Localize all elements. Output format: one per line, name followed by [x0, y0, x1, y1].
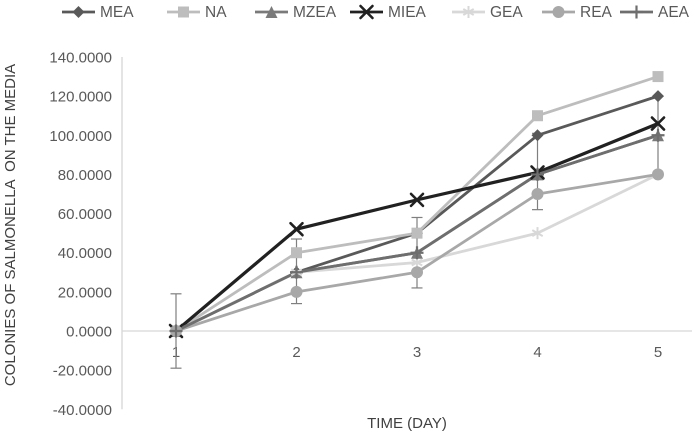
legend-label: MEA	[100, 4, 134, 21]
legend-item-gea: GEA	[452, 4, 523, 21]
asterisk-marker-icon	[462, 6, 475, 18]
y-axis-title: COLONIES OF SALMONELLA ON THE MEDIA	[2, 64, 19, 386]
y-tick-label: 60.0000	[58, 206, 112, 223]
x-tick-label: 4	[533, 344, 541, 361]
legend-item-mea: MEA	[62, 4, 134, 21]
legend-label: MIEA	[388, 4, 427, 21]
legend-item-miea: MIEA	[350, 4, 427, 21]
y-tick-label: 20.0000	[58, 284, 112, 301]
legend-item-aea: AEA	[620, 4, 690, 21]
legend-label: REA	[580, 4, 613, 21]
legend-item-na: NA	[167, 4, 227, 21]
x-marker-icon	[409, 192, 425, 208]
y-tick-label: 40.0000	[58, 245, 112, 262]
plus-marker-icon	[290, 265, 303, 279]
y-tick-label: 80.0000	[58, 167, 112, 184]
y-tick-label: 120.0000	[49, 89, 112, 106]
plus-marker-icon	[410, 246, 424, 260]
plus-marker-icon	[630, 5, 643, 19]
square-marker-icon	[532, 110, 543, 122]
asterisk-marker-icon	[531, 227, 544, 240]
legend-item-rea: REA	[542, 4, 613, 21]
y-tick-label: 0.0000	[66, 324, 112, 341]
triangle-marker-icon	[265, 6, 278, 18]
series-line-na	[175, 75, 659, 333]
square-marker-icon	[178, 6, 189, 18]
legend-item-mzea: MZEA	[255, 4, 337, 21]
legend-label: MZEA	[293, 4, 337, 21]
x-marker-icon	[359, 4, 374, 20]
x-tick-label: 5	[654, 344, 662, 361]
legend: MEA NA MZEA MIEA GEA REA AEA	[62, 4, 690, 21]
circle-marker-icon	[411, 266, 423, 279]
diamond-marker-icon	[652, 90, 664, 103]
circle-marker-icon	[652, 168, 664, 181]
plus-marker-icon	[531, 167, 544, 181]
plot-area: 140.0000120.0000100.000080.000060.000040…	[49, 50, 692, 419]
x-tick-label: 2	[292, 344, 300, 361]
x-tick-label: 3	[413, 344, 421, 361]
plus-marker-icon	[651, 128, 665, 142]
square-marker-icon	[411, 227, 423, 239]
x-axis-title: TIME (DAY)	[367, 415, 447, 432]
y-tick-label: 100.0000	[49, 128, 112, 145]
legend-label: GEA	[490, 4, 523, 21]
square-marker-icon	[291, 247, 302, 259]
legend-label: NA	[205, 4, 227, 21]
circle-marker-icon	[552, 6, 565, 18]
diamond-marker-icon	[531, 129, 544, 142]
square-marker-icon	[652, 71, 664, 83]
x-marker-icon	[650, 116, 666, 131]
circle-marker-icon	[531, 188, 544, 200]
circle-marker-icon	[290, 285, 303, 298]
plus-marker-icon	[169, 324, 183, 338]
x-marker-icon	[289, 221, 304, 237]
y-tick-label: 140.0000	[49, 50, 112, 67]
legend-label: AEA	[658, 4, 690, 21]
diamond-marker-icon	[72, 6, 85, 18]
y-tick-label: -20.0000	[53, 363, 112, 380]
y-tick-label: -40.0000	[53, 402, 112, 419]
